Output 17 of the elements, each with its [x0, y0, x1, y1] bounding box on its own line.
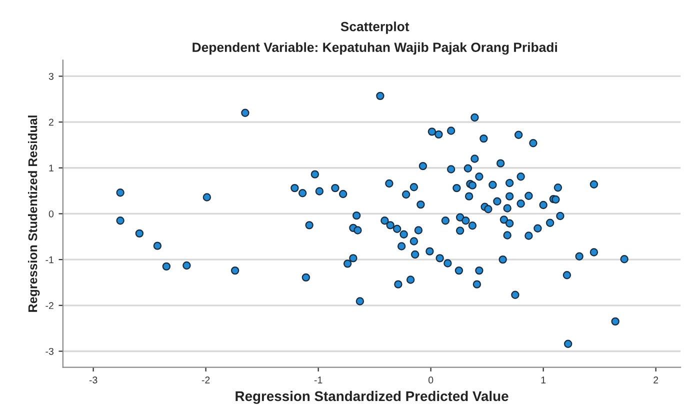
- x-tick-label: 2: [654, 376, 658, 384]
- y-tick-label: -2: [46, 302, 54, 309]
- chart-title: Scatterplot: [340, 22, 410, 34]
- y-tick-label: 1: [49, 164, 54, 172]
- x-tick-label: 0: [428, 376, 434, 384]
- x-tick-label: -2: [202, 376, 210, 384]
- chart-subtitle: Dependent Variable: Kepatuhan Wajib Pajak Orang Pribadi: [192, 42, 557, 55]
- x-tick-label: -1: [314, 376, 322, 384]
- y-tick-label: -3: [46, 348, 54, 355]
- x-tick-label: -3: [89, 376, 98, 384]
- y-tick-label: -1: [46, 256, 54, 264]
- y-axis-title: Regression Studentized Residual: [28, 116, 40, 312]
- x-axis-title: Regression Standardized Predicted Value: [236, 390, 508, 404]
- y-tick-label: 3: [48, 72, 54, 80]
- y-tick-label: 0: [48, 210, 54, 218]
- y-tick-label: 2: [48, 118, 54, 126]
- x-tick-label: 1: [541, 376, 546, 384]
